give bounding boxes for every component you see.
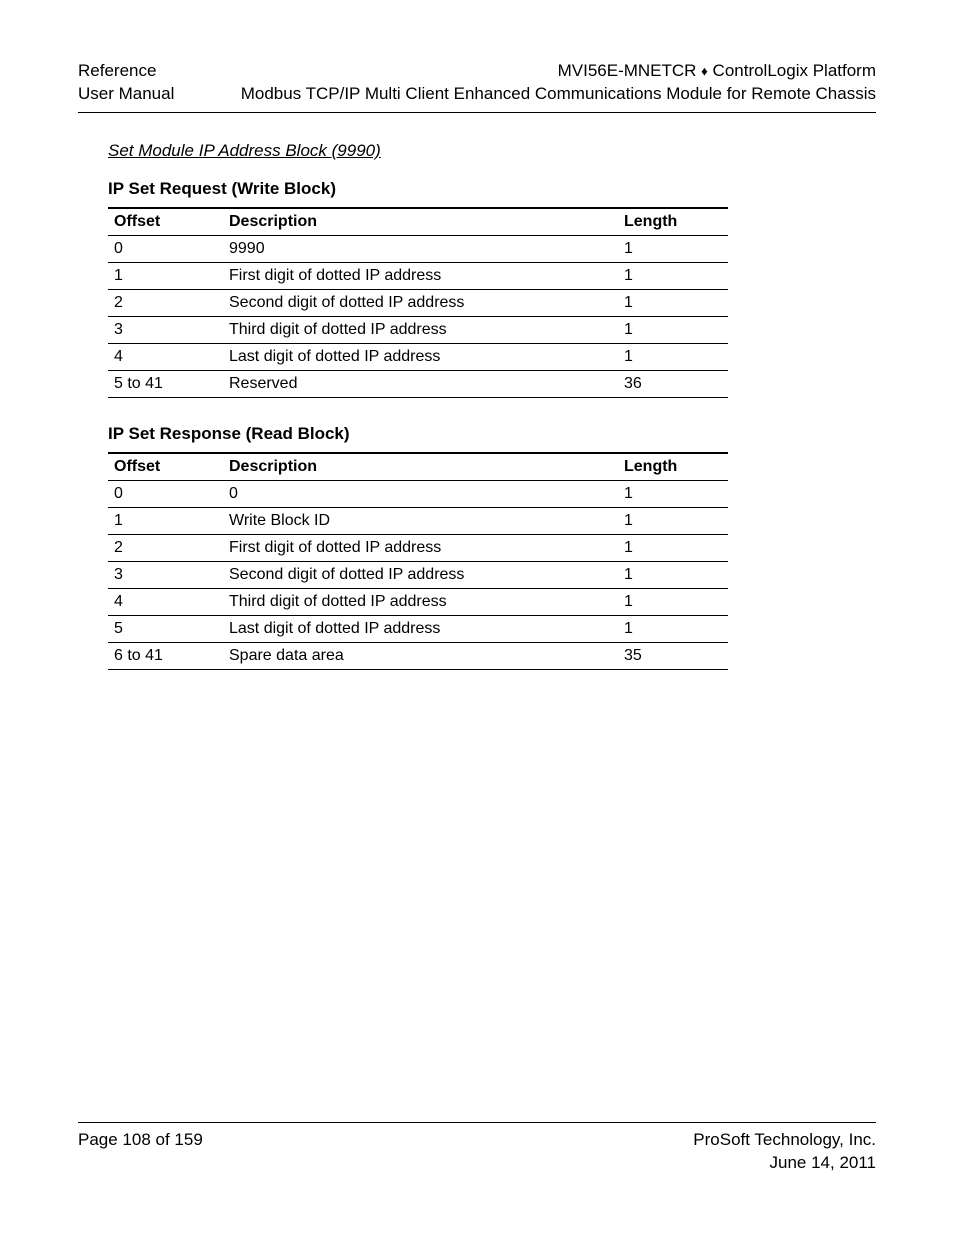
header-left: Reference User Manual xyxy=(78,60,174,106)
table-row: 099901 xyxy=(108,235,728,262)
table-cell: Spare data area xyxy=(223,642,618,669)
table2-title: IP Set Response (Read Block) xyxy=(108,424,876,444)
table-cell: 36 xyxy=(618,370,728,397)
table1-title: IP Set Request (Write Block) xyxy=(108,179,876,199)
table-cell: Second digit of dotted IP address xyxy=(223,561,618,588)
table-row: 4Third digit of dotted IP address1 xyxy=(108,588,728,615)
table-cell: Third digit of dotted IP address xyxy=(223,588,618,615)
table1-body: 0999011First digit of dotted IP address1… xyxy=(108,235,728,397)
table-cell: 9990 xyxy=(223,235,618,262)
table-cell: 1 xyxy=(108,262,223,289)
footer-date: June 14, 2011 xyxy=(693,1152,876,1175)
table2-header-row: Offset Description Length xyxy=(108,453,728,481)
table2-body: 0011Write Block ID12First digit of dotte… xyxy=(108,480,728,669)
footer-right: ProSoft Technology, Inc. June 14, 2011 xyxy=(693,1129,876,1175)
table-cell: Second digit of dotted IP address xyxy=(223,289,618,316)
table-cell: 1 xyxy=(618,615,728,642)
header-right-line1: MVI56E-MNETCR ♦ ControlLogix Platform xyxy=(241,60,876,83)
diamond-icon: ♦ xyxy=(701,64,708,79)
table-cell: 1 xyxy=(618,588,728,615)
footer-company: ProSoft Technology, Inc. xyxy=(693,1129,876,1152)
table-cell: 1 xyxy=(618,343,728,370)
table2-col-desc: Description xyxy=(223,453,618,481)
table1-col-len: Length xyxy=(618,208,728,236)
header-product-code: MVI56E-MNETCR xyxy=(558,61,702,80)
page-header: Reference User Manual MVI56E-MNETCR ♦ Co… xyxy=(78,60,876,113)
table-cell: 1 xyxy=(618,316,728,343)
table-cell: 1 xyxy=(108,507,223,534)
table-row: 001 xyxy=(108,480,728,507)
header-left-line1: Reference xyxy=(78,60,174,83)
table1-col-desc: Description xyxy=(223,208,618,236)
table-row: 5 to 41Reserved36 xyxy=(108,370,728,397)
table-cell: 1 xyxy=(618,235,728,262)
header-platform: ControlLogix Platform xyxy=(708,61,876,80)
table-row: 4Last digit of dotted IP address1 xyxy=(108,343,728,370)
table-cell: 1 xyxy=(618,561,728,588)
header-right-line2: Modbus TCP/IP Multi Client Enhanced Comm… xyxy=(241,83,876,106)
table-cell: 5 xyxy=(108,615,223,642)
table-cell: 5 to 41 xyxy=(108,370,223,397)
table-cell: Reserved xyxy=(223,370,618,397)
table-row: 2Second digit of dotted IP address1 xyxy=(108,289,728,316)
table-cell: 1 xyxy=(618,534,728,561)
table-cell: 3 xyxy=(108,316,223,343)
table2-col-len: Length xyxy=(618,453,728,481)
table-row: 5Last digit of dotted IP address1 xyxy=(108,615,728,642)
table-cell: 6 to 41 xyxy=(108,642,223,669)
table-cell: 1 xyxy=(618,262,728,289)
table-cell: 0 xyxy=(108,480,223,507)
table-cell: 4 xyxy=(108,343,223,370)
table1-header-row: Offset Description Length xyxy=(108,208,728,236)
header-right: MVI56E-MNETCR ♦ ControlLogix Platform Mo… xyxy=(241,60,876,106)
table-cell: Third digit of dotted IP address xyxy=(223,316,618,343)
table-cell: First digit of dotted IP address xyxy=(223,534,618,561)
table-cell: 35 xyxy=(618,642,728,669)
table-cell: 0 xyxy=(108,235,223,262)
table-cell: 2 xyxy=(108,289,223,316)
table-block-2: IP Set Response (Read Block) Offset Desc… xyxy=(108,424,876,670)
table-cell: 4 xyxy=(108,588,223,615)
table-cell: Write Block ID xyxy=(223,507,618,534)
table-row: 2First digit of dotted IP address1 xyxy=(108,534,728,561)
table-cell: 1 xyxy=(618,289,728,316)
table-block-1: IP Set Request (Write Block) Offset Desc… xyxy=(108,179,876,398)
table-cell: 1 xyxy=(618,480,728,507)
table-cell: 1 xyxy=(618,507,728,534)
table-row: 1First digit of dotted IP address1 xyxy=(108,262,728,289)
footer-left: Page 108 of 159 xyxy=(78,1129,203,1175)
table1: Offset Description Length 0999011First d… xyxy=(108,207,728,398)
table-row: 1Write Block ID1 xyxy=(108,507,728,534)
table-row: 3Second digit of dotted IP address1 xyxy=(108,561,728,588)
table2-col-offset: Offset xyxy=(108,453,223,481)
table-cell: First digit of dotted IP address xyxy=(223,262,618,289)
table1-col-offset: Offset xyxy=(108,208,223,236)
table2: Offset Description Length 0011Write Bloc… xyxy=(108,452,728,670)
table-cell: 3 xyxy=(108,561,223,588)
table-row: 6 to 41Spare data area35 xyxy=(108,642,728,669)
table-cell: 2 xyxy=(108,534,223,561)
section-title: Set Module IP Address Block (9990) xyxy=(108,141,876,161)
table-cell: 0 xyxy=(223,480,618,507)
page-footer: Page 108 of 159 ProSoft Technology, Inc.… xyxy=(78,1122,876,1175)
table-cell: Last digit of dotted IP address xyxy=(223,343,618,370)
table-row: 3Third digit of dotted IP address1 xyxy=(108,316,728,343)
table-cell: Last digit of dotted IP address xyxy=(223,615,618,642)
header-left-line2: User Manual xyxy=(78,83,174,106)
